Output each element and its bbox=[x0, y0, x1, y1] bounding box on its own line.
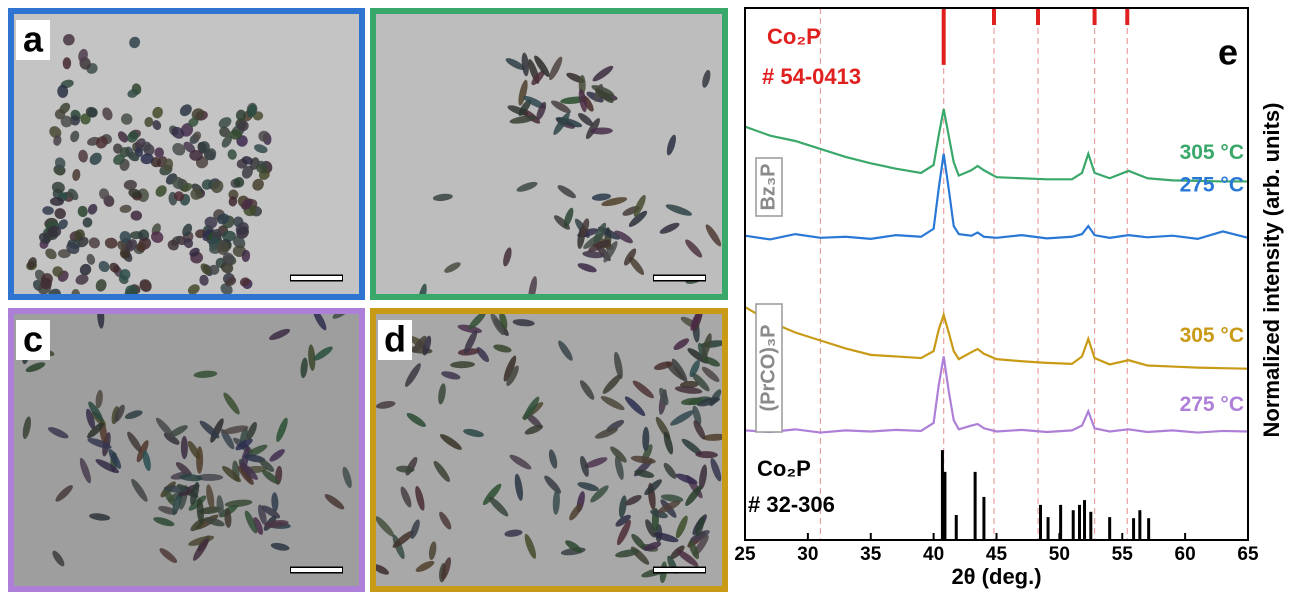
reference-name: Co₂P bbox=[767, 24, 821, 49]
panel-label: e bbox=[1218, 32, 1238, 73]
tem-image bbox=[8, 302, 365, 592]
y-axis-title: Normalized intensity (arb. units) bbox=[1259, 103, 1284, 438]
nanoparticle bbox=[63, 57, 72, 69]
x-tick-label: 50 bbox=[1049, 544, 1070, 565]
tem-image bbox=[370, 8, 728, 309]
series-label: 275 °C bbox=[1180, 393, 1244, 416]
group-label: (PrCO)₃P bbox=[757, 324, 779, 411]
tem-panels: a c d bbox=[8, 8, 728, 592]
tem-background bbox=[370, 8, 728, 300]
group-label: Bz₃P bbox=[757, 163, 779, 210]
x-tick-label: 30 bbox=[797, 544, 818, 565]
x-tick-label: 60 bbox=[1175, 544, 1196, 565]
series-label: 275 °C bbox=[1180, 173, 1244, 196]
panel-label: d bbox=[384, 319, 406, 360]
panel-label: c bbox=[23, 319, 43, 360]
panel-label: a bbox=[23, 19, 44, 60]
reference-name: Co₂P bbox=[757, 456, 811, 481]
xrd-chart: 305 °C 275 °C 305 °C 275 °C Co₂P # 54-0413 Co₂… bbox=[734, 8, 1283, 589]
x-tick-label: 65 bbox=[1237, 544, 1259, 565]
x-tick-label: 45 bbox=[986, 544, 1008, 565]
xrd-trace bbox=[745, 154, 1248, 240]
figure: a c d 305 °C 275 °C 305 °C 275 °C Co₂P # 54-041… bbox=[0, 0, 1291, 592]
x-tick-label: 25 bbox=[734, 544, 756, 565]
x-axis-title: 2θ (deg.) bbox=[951, 564, 1041, 589]
x-tick-label: 35 bbox=[860, 544, 882, 565]
tem-image bbox=[8, 8, 365, 303]
nanoparticle bbox=[189, 150, 203, 161]
x-tick-label: 40 bbox=[923, 544, 944, 565]
x-tick-label: 55 bbox=[1112, 544, 1134, 565]
nanoparticle bbox=[154, 147, 164, 158]
series-label: 305 °C bbox=[1180, 324, 1244, 347]
series-label: 305 °C bbox=[1180, 141, 1244, 164]
reference-card: # 54-0413 bbox=[762, 64, 861, 89]
tem-image bbox=[370, 305, 728, 592]
reference-card: # 32-306 bbox=[748, 492, 835, 517]
